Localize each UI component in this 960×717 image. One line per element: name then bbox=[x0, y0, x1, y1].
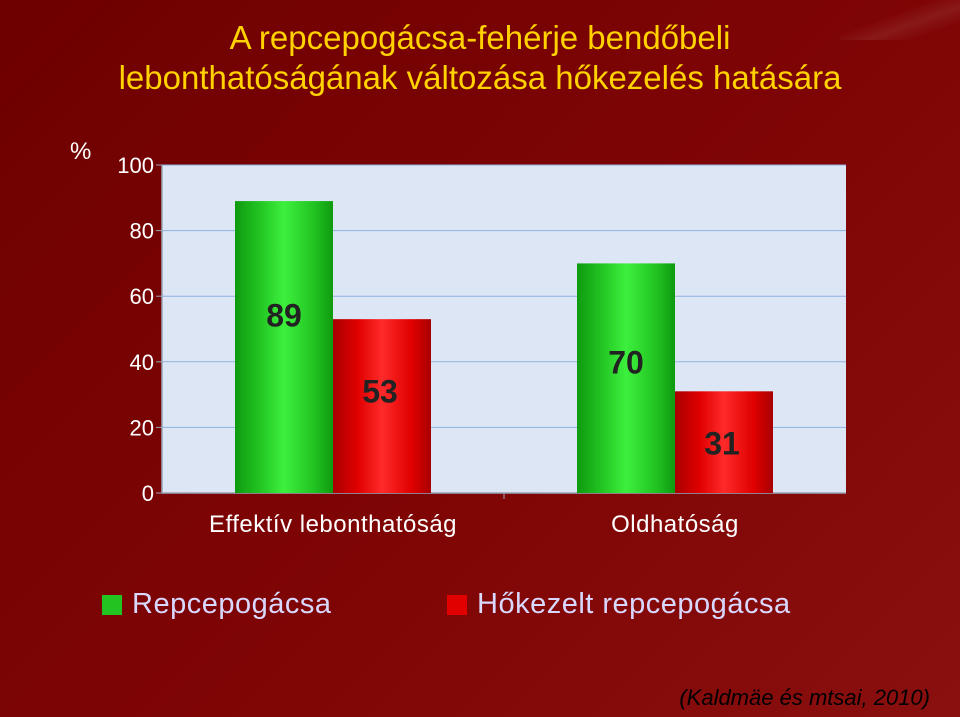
bar-hokezelt-0 bbox=[333, 319, 431, 493]
x-category-label: Oldhatóság bbox=[611, 511, 739, 538]
title-line-2: lebonthatóságának változása hőkezelés ha… bbox=[118, 59, 842, 96]
corner-decoration bbox=[840, 0, 960, 40]
data-label: 31 bbox=[704, 425, 740, 461]
bar-repcepogacsa-0 bbox=[235, 201, 333, 493]
data-label: 89 bbox=[266, 298, 302, 334]
chart-legend: Repcepogácsa Hőkezelt repcepogácsa bbox=[0, 588, 960, 624]
legend-label: Hőkezelt repcepogácsa bbox=[477, 588, 791, 620]
data-label: 70 bbox=[608, 345, 644, 381]
data-label: 53 bbox=[362, 374, 398, 410]
y-tick-label: 100 bbox=[117, 153, 154, 178]
legend-label: Repcepogácsa bbox=[132, 588, 332, 620]
y-tick-label: 80 bbox=[130, 219, 154, 244]
y-tick-label: 20 bbox=[130, 415, 154, 440]
legend-item-repcepogacsa: Repcepogácsa bbox=[102, 588, 331, 621]
y-axis-unit-label: % bbox=[70, 138, 92, 165]
y-tick-label: 0 bbox=[142, 481, 154, 506]
y-tick-label: 40 bbox=[130, 350, 154, 375]
y-tick-label: 60 bbox=[130, 284, 154, 309]
title-line-1: A repcepogácsa-fehérje bendőbeli bbox=[229, 19, 731, 56]
source-citation: (Kaldmäe és mtsai, 2010) bbox=[679, 685, 930, 710]
x-category-label: Effektív lebonthatóság bbox=[209, 511, 457, 538]
bar-hokezelt-1 bbox=[675, 391, 773, 493]
legend-swatch-green bbox=[102, 594, 122, 615]
legend-swatch-red bbox=[447, 594, 467, 615]
chart-title: A repcepogácsa-fehérje bendőbeli lebonth… bbox=[0, 18, 960, 98]
legend-item-hokezelt: Hőkezelt repcepogácsa bbox=[447, 588, 791, 621]
bar-repcepogacsa-1 bbox=[577, 263, 675, 493]
